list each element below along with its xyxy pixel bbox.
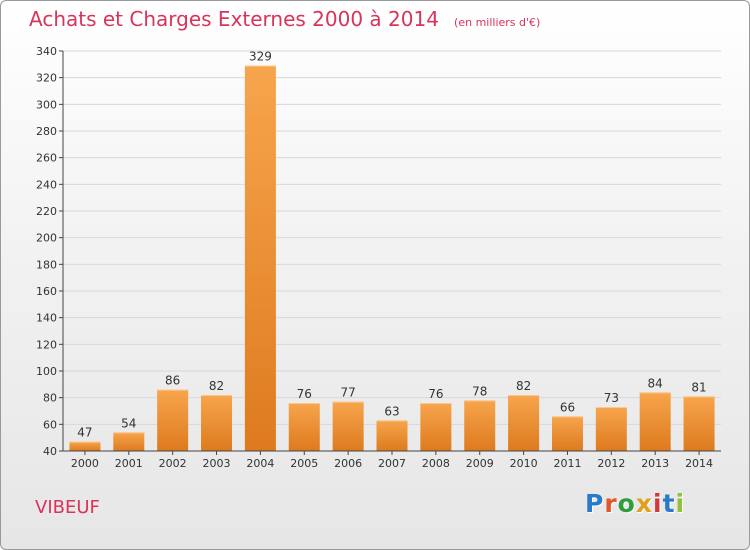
data-label: 76 [428,387,443,401]
x-tick-label: 2013 [641,457,669,470]
x-tick-label: 2005 [290,457,318,470]
y-tick-label: 340 [36,45,57,58]
bar-2007 [376,420,408,451]
y-tick-label: 300 [36,98,57,111]
bar-2006 [332,401,364,451]
logo-letter: i [675,489,686,518]
data-label: 78 [472,384,487,398]
y-tick-label: 220 [36,205,57,218]
bar-2009 [464,400,496,451]
proxiti-logo[interactable]: Proxiti [585,489,685,518]
chart-title: Achats et Charges Externes 2000 à 2014 (… [29,7,540,31]
x-tick-label: 2000 [71,457,99,470]
x-tick-label: 2002 [159,457,187,470]
x-tick-label: 2014 [685,457,713,470]
data-label: 329 [249,50,272,64]
x-tick-label: 2009 [466,457,494,470]
x-tick-label: 2003 [203,457,231,470]
bars [69,65,715,452]
data-label: 54 [121,416,136,430]
y-tick-label: 80 [43,392,57,405]
x-tick-label: 2008 [422,457,450,470]
data-label: 84 [648,376,663,390]
bar-2010 [508,395,540,451]
data-labels: 47 54 86 82 329 76 77 63 76 78 82 66 73 84 81 [77,50,706,440]
data-label: 81 [691,380,706,394]
data-label: 82 [209,379,224,393]
data-label: 73 [604,391,619,405]
bar-2012 [595,407,627,451]
y-tick-label: 140 [36,312,57,325]
data-label: 82 [516,379,531,393]
data-label: 63 [384,404,399,418]
y-tick-label: 260 [36,152,57,165]
bar-2001 [113,432,145,451]
x-tick-label: 2007 [378,457,406,470]
y-tick-label: 240 [36,178,57,191]
y-tick-label: 100 [36,365,57,378]
y-tick-label: 320 [36,72,57,85]
logo-letter: t [662,489,676,518]
axes: 40 60 80 100 120 140 160 180 200 220 240 260 280 300 3… [36,45,721,470]
logo-letter: r [604,489,618,518]
x-tick-label: 2001 [115,457,143,470]
data-label: 76 [297,387,312,401]
y-tick-label: 120 [36,338,57,351]
data-label: 77 [340,386,355,400]
bar-2014 [683,396,715,451]
bar-2004 [244,65,276,452]
bar-2008 [420,403,452,451]
y-tick-label: 40 [43,445,57,458]
y-tick-label: 180 [36,258,57,271]
bar-2005 [288,403,320,451]
y-tick-label: 60 [43,418,57,431]
logo-letter: i [653,489,663,518]
x-tick-label: 2010 [510,457,538,470]
logo-letter: x [635,489,653,518]
x-tick-label: 2006 [334,457,362,470]
title-main: Achats et Charges Externes 2000 à 2014 [29,7,439,31]
x-tick-label: 2012 [597,457,625,470]
y-tick-label: 200 [36,232,57,245]
bar-2000 [69,441,101,451]
data-label: 66 [560,400,575,414]
commune-name: VIBEUF [35,497,100,518]
y-tick-label: 280 [36,125,57,138]
title-unit: (en milliers d'€) [454,16,541,29]
bar-2013 [639,392,671,451]
logo-letter: P [585,489,605,518]
data-label: 86 [165,374,180,388]
bar-2003 [201,395,233,451]
logo-letter: o [617,489,636,518]
x-tick-label: 2004 [246,457,274,470]
bar-2011 [551,416,583,451]
x-tick-label: 2011 [553,457,581,470]
y-tick-label: 160 [36,285,57,298]
bar-2002 [157,389,189,451]
data-label: 47 [77,426,92,440]
